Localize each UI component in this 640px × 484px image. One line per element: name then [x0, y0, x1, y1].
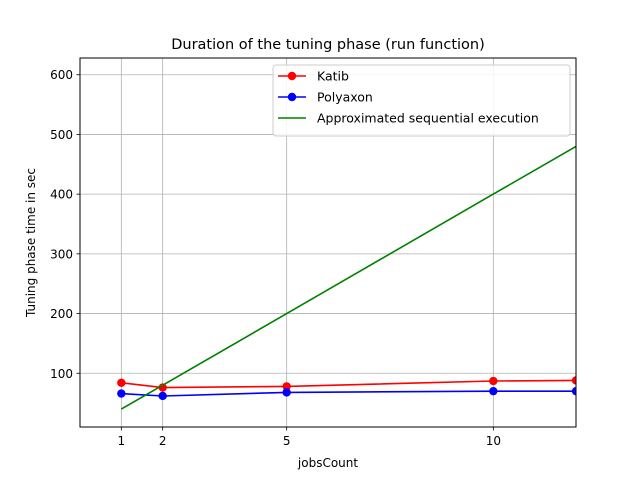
plot-frame — [79, 57, 577, 428]
x-tick-label: 5 — [283, 434, 291, 448]
y-tick-label: 200 — [50, 307, 73, 321]
chart-title: Duration of the tuning phase (run functi… — [171, 37, 485, 53]
x-tick-label: 2 — [159, 434, 167, 448]
katib-data-point — [158, 383, 167, 392]
series-layer — [117, 145, 576, 410]
y-tick-label: 500 — [50, 128, 73, 142]
katib-data-point — [117, 378, 126, 388]
legend-swatch-marker — [287, 71, 297, 81]
legend-swatch-marker — [287, 92, 297, 102]
polyaxon-data-point — [571, 386, 576, 396]
approximated-sequential-execution-series-line — [120, 145, 576, 410]
legend-entry-label: Katib — [317, 69, 349, 84]
katib-data-point — [489, 376, 498, 386]
legend: Katib Polyaxon Approximated sequential exe… — [272, 64, 571, 137]
y-tick-label: 400 — [50, 188, 73, 202]
y-tick-label: 100 — [50, 367, 73, 381]
polyaxon-data-point — [117, 389, 126, 398]
y-axis-label: Tuning phase time in sec — [24, 168, 38, 318]
katib-data-point — [282, 382, 291, 391]
polyaxon-data-point — [282, 388, 291, 397]
tick-layer: 1 2 5 10 100 200 300 400 500 600 — [50, 68, 501, 448]
polyaxon-data-point — [489, 386, 498, 396]
legend-entry-label: Polyaxon — [317, 90, 373, 105]
katib-data-point — [571, 376, 576, 385]
legend-entry-label: Approximated sequential execution — [317, 111, 539, 126]
legend-box — [272, 64, 571, 137]
y-tick-label: 300 — [50, 247, 73, 261]
x-tick-label: 10 — [486, 434, 501, 448]
x-tick-label: 1 — [118, 434, 126, 448]
y-tick-label: 600 — [50, 68, 73, 82]
x-axis-label: jobsCount — [297, 456, 358, 470]
polyaxon-data-point — [158, 391, 167, 401]
